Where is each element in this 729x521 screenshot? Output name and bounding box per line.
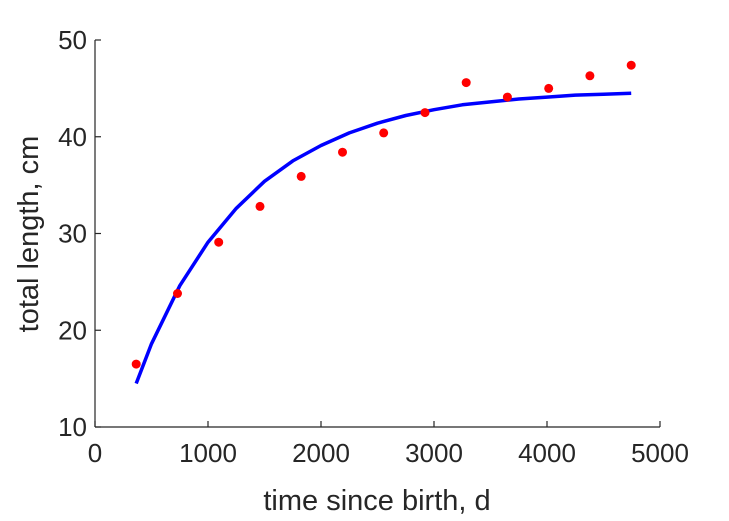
data-point [585, 71, 595, 81]
y-tick-label: 50 [58, 25, 87, 55]
x-tick-label: 1000 [179, 438, 237, 468]
data-point [502, 92, 512, 102]
axes: 0 1000 2000 3000 4000 5000 10 20 30 40 50 [58, 25, 689, 468]
data-point [173, 289, 182, 298]
x-tick-label: 4000 [518, 438, 576, 468]
data-point [131, 359, 141, 369]
data-point [461, 78, 471, 88]
x-tick-label: 5000 [631, 438, 689, 468]
x-tick-label: 2000 [292, 438, 350, 468]
x-tick-label: 0 [88, 438, 102, 468]
y-tick-label: 40 [58, 122, 87, 152]
data-point [379, 128, 389, 138]
y-tick-label: 10 [58, 412, 87, 442]
data-point [420, 108, 430, 118]
data-point [544, 83, 554, 93]
data-point [338, 147, 347, 157]
chart-marks [131, 60, 636, 385]
data-point [255, 201, 265, 211]
y-tick-label: 30 [58, 219, 87, 249]
fit-curve-line [134, 91, 632, 385]
data-point [626, 60, 636, 70]
x-tick-label: 3000 [405, 438, 463, 468]
data-point [214, 237, 224, 247]
data-point [296, 171, 306, 181]
y-axis-label: total length, cm [13, 136, 45, 333]
x-axis-label: time since birth, d [263, 485, 490, 517]
y-tick-label: 20 [58, 315, 87, 345]
